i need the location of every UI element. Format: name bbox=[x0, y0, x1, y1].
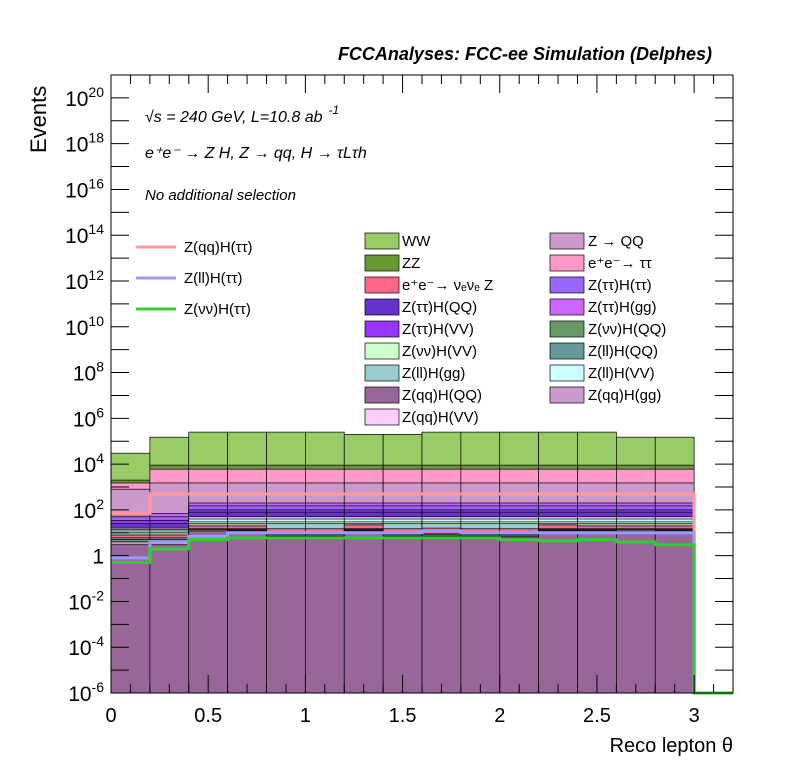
bin-z-qq-h-qq--13 bbox=[616, 530, 656, 694]
y-tick-label: 106 bbox=[73, 404, 104, 431]
bin-z-qq-h-qq--10 bbox=[499, 537, 539, 694]
x-tick-label: 2.5 bbox=[583, 705, 611, 727]
y-tick-label: 104 bbox=[73, 450, 104, 477]
y-tick-label: 1014 bbox=[65, 221, 104, 248]
bin-z-qq-h-qq--4 bbox=[266, 537, 306, 694]
y-tick-label: 1 bbox=[92, 546, 104, 569]
bin-z-qq-h-qq--7 bbox=[382, 537, 423, 694]
bin-z-qq-h-qq--2 bbox=[188, 530, 228, 694]
y-tick-label: 1016 bbox=[65, 175, 104, 202]
legend-swatch bbox=[364, 298, 400, 316]
legend-label: Z(ll)H(VV) bbox=[588, 365, 655, 382]
legend-label: Z(ll)H(gg) bbox=[402, 365, 465, 382]
legend-label: e⁺e⁻→ ττ bbox=[588, 255, 652, 272]
lumi-exponent: -1 bbox=[329, 103, 340, 117]
legend-label: Z(ττ)H(QQ) bbox=[402, 299, 477, 316]
bin-z-qq-h-qq--11 bbox=[538, 530, 578, 694]
legend-label: Z → QQ bbox=[588, 233, 644, 250]
x-tick-label: 3 bbox=[689, 705, 700, 727]
legend-label: e⁺e⁻→ νₑνₑ Z bbox=[402, 277, 493, 294]
legend-label: Z(ττ)H(gg) bbox=[588, 299, 657, 316]
legend-label: Z(qq)H(QQ) bbox=[402, 387, 482, 404]
x-tick-label: 0.5 bbox=[194, 705, 222, 727]
y-tick-label: 1020 bbox=[65, 84, 104, 111]
y-tick-label: 1010 bbox=[65, 313, 104, 340]
legend-swatch bbox=[549, 298, 585, 316]
legend-line-label: Z(νν)H(ττ) bbox=[184, 301, 251, 318]
legend-swatch bbox=[364, 342, 400, 360]
bin-z-qq-h-qq--9 bbox=[460, 537, 501, 694]
stacked-bins bbox=[110, 431, 695, 694]
legend-label: Z(qq)H(VV) bbox=[402, 409, 479, 426]
legend-swatch bbox=[549, 386, 585, 404]
x-tick-label: 0 bbox=[105, 705, 116, 727]
bin-z-qq-h-qq--14 bbox=[654, 530, 695, 694]
legend-label: Z(νν)H(VV) bbox=[402, 343, 477, 360]
bin-z-qq-h-qq--1 bbox=[149, 544, 190, 694]
legend: Z(qq)H(ττ) Z(ll)H(ττ) Z(νν)H(ττ) WW ZZ e⁺e⁻→ … bbox=[136, 232, 666, 426]
y-tick-label: 1012 bbox=[65, 267, 104, 294]
legend-swatch bbox=[549, 320, 585, 338]
x-axis-title: Reco lepton θ bbox=[610, 735, 733, 757]
y-tick-label: 10-6 bbox=[68, 679, 104, 706]
y-tick-label: 1018 bbox=[65, 130, 104, 157]
x-tick-label: 1.5 bbox=[389, 705, 417, 727]
legend-swatch bbox=[364, 364, 400, 382]
legend-swatch bbox=[364, 254, 400, 272]
legend-swatch bbox=[364, 386, 400, 404]
bin-z-qq-h-qq--5 bbox=[305, 537, 345, 694]
legend-line-label: Z(qq)H(ττ) bbox=[184, 239, 253, 256]
legend-swatch bbox=[549, 232, 585, 250]
bin-z-qq-h-qq--6 bbox=[343, 530, 384, 694]
legend-line-label: Z(ll)H(ττ) bbox=[184, 270, 243, 287]
axes: 0 0.5 1 1.5 2 2.5 3 10-6 10-4 10-2 1 102 104 106 108 10… bbox=[65, 74, 734, 727]
bin-z-qq-h-qq--0 bbox=[110, 544, 151, 694]
legend-label: Z(νν)H(QQ) bbox=[588, 321, 666, 338]
y-tick-label: 10-4 bbox=[68, 633, 104, 660]
process-label: e⁺e⁻ → Z H, Z → qq, H → τLτh bbox=[145, 145, 367, 162]
legend-swatch bbox=[549, 254, 585, 272]
signal-line-z-ll-h- bbox=[111, 529, 733, 695]
legend-swatch bbox=[364, 232, 400, 250]
bin-z-qq-h-qq--3 bbox=[227, 530, 267, 694]
legend-label: ZZ bbox=[402, 255, 420, 272]
legend-swatch bbox=[549, 276, 585, 294]
y-axis-title: Events bbox=[26, 86, 51, 153]
signal-line-z-h- bbox=[111, 536, 733, 695]
bin-z-qq-h-qq--8 bbox=[421, 537, 462, 694]
legend-swatch bbox=[549, 342, 585, 360]
bin-z-qq-h-qq--12 bbox=[577, 530, 617, 694]
legend-swatch bbox=[549, 364, 585, 382]
legend-label: Z(ττ)H(VV) bbox=[402, 321, 474, 338]
legend-label: Z(ll)H(QQ) bbox=[588, 343, 658, 360]
legend-swatch bbox=[364, 320, 400, 338]
plot-title: FCCAnalyses: FCC-ee Simulation (Delphes) bbox=[338, 44, 712, 64]
y-tick-label: 102 bbox=[73, 496, 104, 523]
legend-label: Z(qq)H(gg) bbox=[588, 387, 661, 404]
y-tick-label: 10-2 bbox=[68, 587, 104, 614]
legend-swatch bbox=[364, 276, 400, 294]
x-tick-label: 2 bbox=[494, 705, 505, 727]
legend-swatch bbox=[364, 408, 400, 426]
legend-label: WW bbox=[402, 233, 431, 250]
energy-lumi-label: √s = 240 GeV, L=10.8 ab -1 bbox=[145, 103, 339, 126]
y-tick-label: 108 bbox=[73, 359, 104, 386]
legend-label: Z(ττ)H(ττ) bbox=[588, 277, 652, 294]
selection-label: No additional selection bbox=[145, 187, 296, 204]
x-tick-label: 1 bbox=[300, 705, 311, 727]
